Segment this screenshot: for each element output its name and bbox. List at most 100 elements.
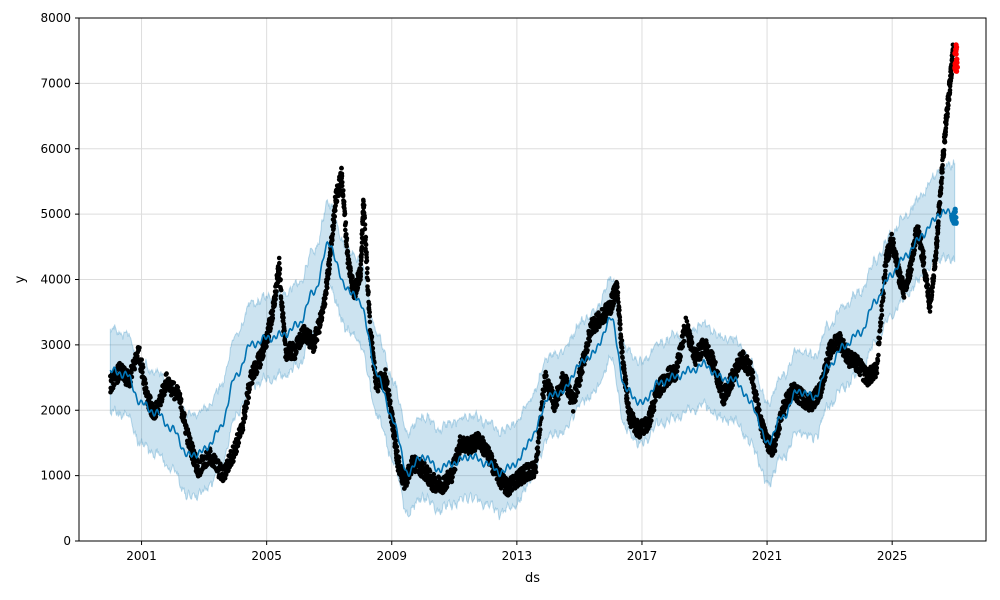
observed-point [327, 257, 333, 263]
observed-point [678, 353, 683, 359]
y-tick-label: 7000 [40, 76, 71, 90]
y-tick-label: 3000 [40, 338, 71, 352]
observed-point [935, 230, 941, 235]
x-tick-label: 2025 [877, 549, 908, 563]
observed-point [195, 463, 200, 469]
observed-point [620, 349, 625, 355]
observed-point [254, 369, 260, 375]
observed-point [359, 244, 365, 250]
observed-point [265, 339, 271, 345]
highlight-point [953, 58, 960, 64]
observed-point [393, 438, 399, 444]
observed-point [933, 255, 939, 261]
observed-point [689, 334, 694, 340]
uncertainty-band-area [109, 159, 956, 521]
observed-point [172, 396, 177, 402]
x-tick-label: 2009 [376, 549, 407, 563]
observed-point [333, 208, 338, 213]
observed-point [387, 393, 392, 398]
observed-point [339, 165, 344, 171]
observed-point [139, 357, 144, 363]
observed-point [620, 355, 625, 361]
observed-point [894, 251, 899, 257]
observed-point [317, 330, 322, 335]
observed-point [921, 260, 927, 266]
observed-point [941, 147, 947, 153]
observed-point [367, 319, 373, 325]
observed-point [615, 296, 621, 301]
observed-point [617, 326, 623, 332]
observed-point [935, 238, 940, 244]
observed-point [651, 404, 657, 410]
highlight-point [953, 48, 959, 54]
observed-point [741, 350, 746, 356]
observed-point [730, 382, 735, 388]
observed-point [178, 397, 184, 402]
observed-point [344, 236, 350, 241]
observed-point [883, 268, 888, 274]
observed-point [177, 391, 183, 397]
observed-point [681, 338, 687, 344]
observed-point [570, 409, 576, 414]
y-tick-label: 1000 [40, 469, 71, 483]
observed-point [621, 363, 627, 368]
observed-point [754, 392, 759, 397]
observed-point [148, 395, 153, 400]
observed-point [336, 193, 341, 199]
observed-point [341, 199, 347, 204]
observed-point [362, 226, 368, 232]
observed-point [277, 266, 283, 271]
observed-point [386, 387, 392, 393]
observed-point [938, 185, 944, 191]
x-axis-ticks: 2001 2005 2009 2013 2017 2021 2025 [126, 541, 907, 563]
observed-point [450, 474, 455, 480]
observed-point [278, 287, 284, 293]
observed-point [881, 295, 886, 301]
observed-point [364, 250, 369, 255]
observed-point [277, 260, 282, 266]
observed-point [245, 400, 250, 406]
observed-point [556, 396, 561, 402]
observed-point [575, 390, 581, 395]
observed-point [279, 300, 285, 306]
observed-point [276, 255, 282, 261]
observed-point [241, 419, 246, 425]
observed-point [573, 398, 578, 404]
observed-point [940, 163, 945, 168]
observed-point [273, 296, 278, 302]
observed-point [684, 318, 690, 324]
observed-point [363, 242, 369, 247]
observed-point [292, 356, 298, 361]
observed-point [347, 260, 352, 266]
observed-point [946, 103, 951, 108]
observed-point [573, 393, 579, 399]
observed-point [344, 232, 349, 237]
observed-point [346, 257, 352, 262]
observed-point [909, 267, 914, 272]
observed-point [541, 395, 546, 401]
observed-point [937, 200, 943, 206]
observed-point [622, 366, 627, 371]
observed-point [539, 415, 544, 421]
observed-point [617, 318, 623, 323]
observed-point [158, 402, 163, 408]
observed-point [618, 334, 624, 340]
observed-point [383, 367, 388, 372]
observed-point [947, 87, 953, 93]
observed-point [427, 469, 433, 474]
observed-point [582, 361, 587, 367]
observed-point [264, 344, 269, 349]
observed-point [623, 377, 629, 383]
observed-point [773, 442, 778, 447]
observed-point [940, 170, 945, 175]
observed-point [322, 301, 328, 307]
y-axis-ticks: 0 1000 2000 3000 4000 5000 6000 7000 8000 [40, 11, 79, 548]
observed-point [278, 277, 283, 282]
observed-point [710, 351, 715, 356]
observed-point [910, 256, 916, 262]
observed-point [231, 458, 236, 464]
observed-point [596, 310, 601, 315]
observed-point [364, 270, 370, 276]
observed-point [946, 97, 952, 103]
observed-point [182, 412, 187, 417]
